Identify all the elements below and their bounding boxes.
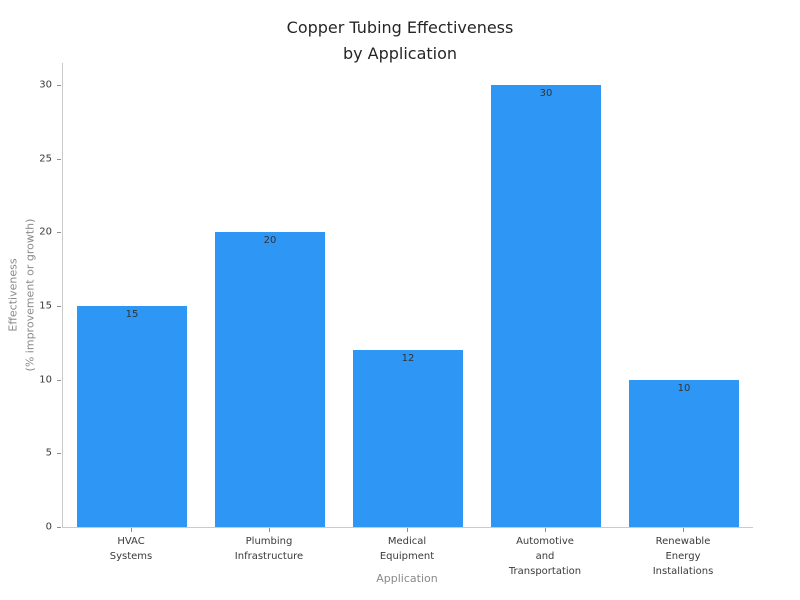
y-tick-label: 10 xyxy=(39,374,52,386)
y-tick-label: 20 xyxy=(39,226,52,238)
x-tick-label: Plumbing Infrastructure xyxy=(234,536,304,562)
chart-title: Copper Tubing Effectiveness by Applicati… xyxy=(286,18,514,63)
y-tick-mark xyxy=(57,158,61,160)
bar-value-label: 15 xyxy=(125,309,139,321)
x-tick-mark xyxy=(131,528,132,532)
bar: 20 xyxy=(214,232,326,527)
y-tick-label: 30 xyxy=(39,79,52,91)
y-tick-label: 0 xyxy=(45,521,52,533)
x-tick-mark xyxy=(269,528,270,532)
bar: 10 xyxy=(628,379,740,527)
x-tick-mark xyxy=(407,528,408,532)
x-tick-label: HVAC Systems xyxy=(109,536,153,562)
y-tick-label: 25 xyxy=(39,153,52,165)
y-tick-mark xyxy=(57,85,61,87)
y-tick-mark xyxy=(57,232,61,234)
y-tick-label: 5 xyxy=(45,447,52,459)
plot-area: 15 20 12 30 10 xyxy=(62,63,753,528)
y-tick-mark xyxy=(57,453,61,455)
x-axis-label: Application xyxy=(376,572,438,585)
x-tick-label: Automotive and Transportation xyxy=(508,536,582,577)
bar-value-label: 20 xyxy=(263,235,277,247)
bar-value-label: 10 xyxy=(677,382,691,394)
x-tick-mark xyxy=(545,528,546,532)
bar-value-label: 12 xyxy=(401,353,415,365)
y-tick-mark xyxy=(57,379,61,381)
bar-value-label: 30 xyxy=(539,88,553,100)
y-tick-mark xyxy=(57,527,61,528)
x-tick-label: Renewable Energy Installations xyxy=(652,536,714,577)
y-tick-label: 15 xyxy=(39,300,52,312)
bar: 15 xyxy=(76,306,188,527)
bar: 12 xyxy=(352,350,464,527)
y-tick-mark xyxy=(57,306,61,308)
y-axis-label: Effectiveness (% improvement or growth) xyxy=(6,218,37,372)
bar: 30 xyxy=(490,85,602,527)
x-tick-mark xyxy=(683,528,684,532)
x-tick-label: Medical Equipment xyxy=(379,536,435,562)
